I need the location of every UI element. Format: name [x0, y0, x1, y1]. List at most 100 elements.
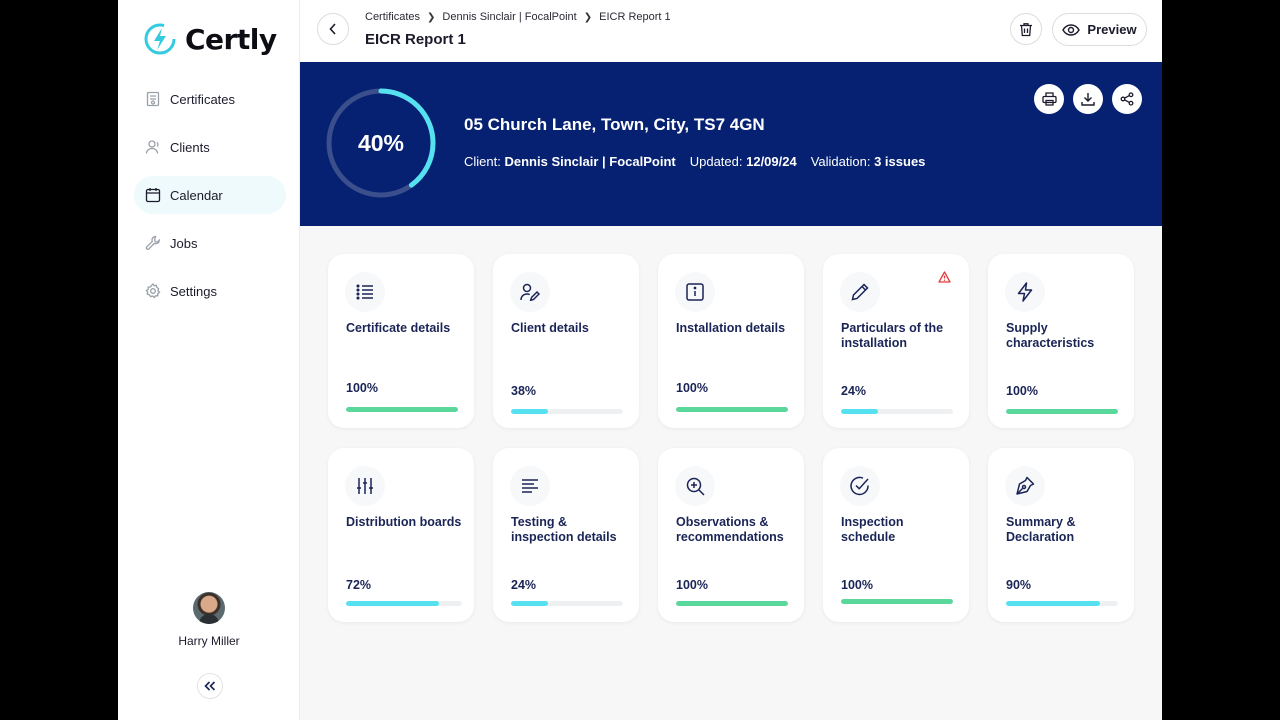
report-sections: Certificate details 100% Client details … [300, 226, 1162, 720]
updated-meta: Updated: 12/09/24 [690, 154, 797, 169]
lightning-logo-icon [144, 23, 176, 55]
sidebar: Certly Certificates Clients Calendar [118, 0, 300, 720]
section-card-particulars[interactable]: Particulars of the installation 24% [823, 254, 969, 428]
section-card-supply-characteristics[interactable]: Supply characteristics 100% [988, 254, 1134, 428]
validation-meta[interactable]: Validation: 3 issues [811, 154, 926, 169]
sidebar-item-label: Clients [170, 139, 210, 155]
report-summary-banner: 40% 05 Church Lane, Town, City, TS7 4GN … [300, 62, 1162, 226]
section-card-certificate-details[interactable]: Certificate details 100% [328, 254, 474, 428]
back-button[interactable] [317, 13, 349, 45]
wrench-icon [144, 234, 162, 252]
updated-value: 12/09/24 [746, 154, 797, 169]
info-icon [675, 272, 715, 312]
section-percent: 100% [676, 578, 708, 592]
section-title: Client details [511, 321, 589, 335]
share-icon [1120, 92, 1134, 106]
avatar[interactable] [193, 592, 225, 624]
section-title: Inspection schedule [841, 515, 904, 544]
collapse-sidebar-button[interactable] [197, 673, 223, 699]
zoom-in-icon [675, 466, 715, 506]
preview-label: Preview [1087, 22, 1137, 37]
section-title: Certificate details [346, 321, 451, 335]
section-card-installation-details[interactable]: Installation details 100% [658, 254, 804, 428]
breadcrumb-item-certificates[interactable]: Certificates [365, 11, 421, 23]
eye-icon [1062, 23, 1081, 36]
page-header: Certificates ❯ Dennis Sinclair | FocalPo… [300, 0, 1162, 62]
check-circle-icon [840, 466, 880, 506]
section-progress-track [676, 601, 788, 606]
section-progress-track [511, 601, 623, 606]
section-title: Testing & inspection details [511, 515, 617, 544]
page-title: EICR Report 1 [365, 31, 466, 48]
pen-nib-icon [1005, 466, 1045, 506]
clients-icon [144, 138, 162, 156]
client-meta: Client: Dennis Sinclair | FocalPoint [464, 154, 676, 169]
pencil-icon [840, 272, 880, 312]
user-name: Harry Miller [178, 634, 240, 648]
chevron-right-icon: ❯ [427, 11, 436, 23]
section-progress-track [346, 407, 458, 412]
validation-label: Validation: [810, 154, 871, 169]
section-card-distribution-boards[interactable]: Distribution boards 72% [328, 448, 474, 622]
sidebar-nav: Certificates Clients Calendar Jobs [134, 80, 286, 320]
sidebar-item-clients[interactable]: Clients [134, 128, 286, 166]
user-edit-icon [510, 272, 550, 312]
section-progress-fill [676, 601, 788, 606]
report-meta: Client: Dennis Sinclair | FocalPoint Upd… [464, 154, 939, 169]
progress-percent: 40% [357, 129, 405, 156]
section-percent: 24% [841, 384, 867, 398]
delete-button[interactable] [1010, 13, 1042, 45]
warning-icon[interactable] [938, 271, 951, 283]
section-percent: 24% [511, 578, 537, 592]
list-icon [345, 272, 385, 312]
section-progress-fill [346, 407, 458, 412]
section-percent: 38% [511, 384, 537, 398]
section-card-inspection-schedule[interactable]: Inspection schedule 100% [823, 448, 969, 622]
progress-ring-fill [326, 88, 436, 198]
calendar-icon [144, 186, 162, 204]
section-progress-fill [511, 409, 548, 414]
section-card-observations[interactable]: Observations & recommendations 100% [658, 448, 804, 622]
section-percent: 72% [346, 578, 372, 592]
section-card-testing-inspection[interactable]: Testing & inspection details 24% [493, 448, 639, 622]
double-chevron-left-icon [204, 681, 216, 691]
section-progress-fill [841, 409, 878, 414]
section-progress-fill [676, 407, 788, 412]
section-title: Supply characteristics [1006, 321, 1095, 350]
section-progress-track [841, 409, 953, 414]
client-label: Client: [464, 154, 501, 169]
sidebar-item-label: Certificates [170, 91, 236, 107]
sidebar-item-jobs[interactable]: Jobs [134, 224, 286, 262]
section-card-client-details[interactable]: Client details 38% [493, 254, 639, 428]
user-profile[interactable]: Harry Miller [118, 592, 300, 648]
section-progress-track [676, 407, 788, 412]
section-progress-fill [1006, 601, 1101, 606]
section-title: Summary & Declaration [1006, 515, 1076, 544]
sidebar-item-settings[interactable]: Settings [134, 272, 286, 310]
section-progress-track [346, 601, 462, 606]
printer-icon [1041, 92, 1057, 106]
section-progress-track [1006, 409, 1118, 414]
section-progress-fill [841, 599, 953, 604]
property-address: 05 Church Lane, Town, City, TS7 4GN [464, 115, 765, 134]
sidebar-item-label: Settings [170, 283, 217, 299]
print-button[interactable] [1034, 84, 1064, 114]
preview-button[interactable]: Preview [1052, 13, 1147, 46]
gear-icon [144, 282, 162, 300]
certly-logo[interactable]: Certly [143, 14, 278, 64]
section-title: Installation details [676, 321, 786, 335]
sidebar-item-certificates[interactable]: Certificates [134, 80, 286, 118]
sidebar-item-calendar[interactable]: Calendar [134, 176, 286, 214]
section-card-summary-declaration[interactable]: Summary & Declaration 90% [988, 448, 1134, 622]
section-progress-track [1006, 601, 1118, 606]
sliders-icon [345, 466, 385, 506]
sidebar-item-label: Jobs [170, 235, 198, 251]
section-percent: 100% [1006, 384, 1038, 398]
breadcrumb-item-client[interactable]: Dennis Sinclair | FocalPoint [442, 11, 577, 23]
section-progress-fill [1006, 409, 1118, 414]
share-button[interactable] [1112, 84, 1142, 114]
section-percent: 100% [676, 381, 708, 395]
certificate-icon [144, 90, 162, 108]
download-button[interactable] [1073, 84, 1103, 114]
app-window: Certly Certificates Clients Calendar [118, 0, 1162, 720]
